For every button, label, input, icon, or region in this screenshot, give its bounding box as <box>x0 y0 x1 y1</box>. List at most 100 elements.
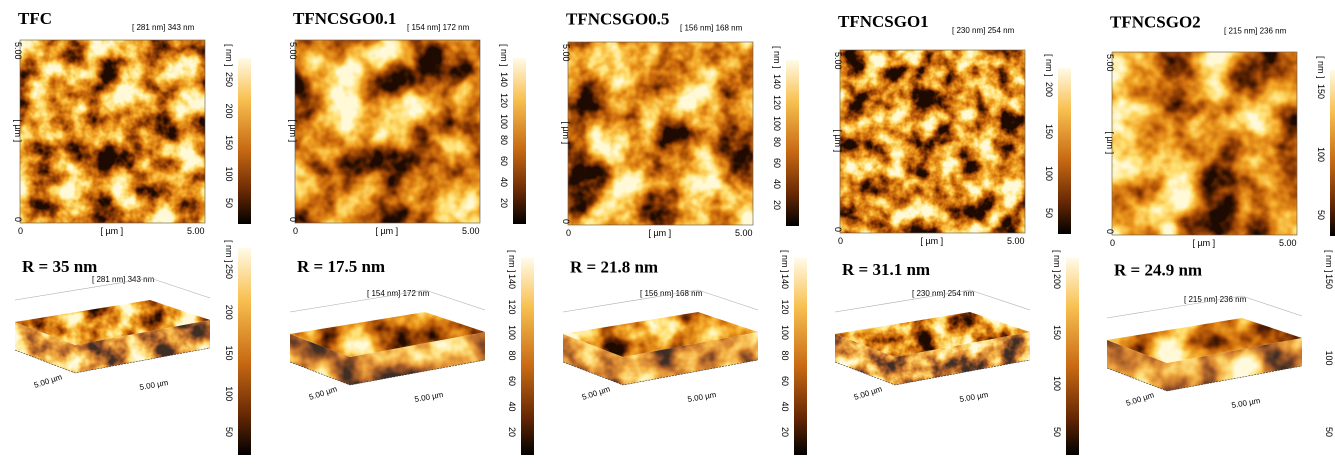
colorbar3d-unit: [ nm ] <box>224 240 234 263</box>
colorbar3d-tick: 100 <box>224 386 234 401</box>
colorbar3d-tick: 40 <box>780 402 790 412</box>
axis-x-zero: 0 <box>566 228 571 238</box>
colorbar3d-tick: 80 <box>780 351 790 361</box>
axis-y-top: 5.00 <box>561 44 571 62</box>
view3d-scale-label: [ 230 nm] 254 nm <box>912 289 975 298</box>
colorbar-tick: 250 <box>224 72 234 87</box>
colorbar3d-tick: 50 <box>224 427 234 437</box>
colorbar-tick: 20 <box>772 200 782 210</box>
colorbar-tick: 60 <box>772 158 782 168</box>
colorbar-3d <box>1066 258 1079 455</box>
panel-title: TFNCSGO1 <box>838 12 929 31</box>
colorbar3d-tick: 150 <box>224 346 234 361</box>
colorbar3d-unit: [ nm ] <box>1324 250 1334 273</box>
colorbar-tick: 100 <box>224 167 234 182</box>
view3d-scale-label: [ 154 nm] 172 nm <box>367 289 430 298</box>
colorbar-tick: 60 <box>499 156 509 166</box>
axis-x-zero: 0 <box>838 236 843 246</box>
scale-label: [ 230 nm] 254 nm <box>952 26 1015 35</box>
colorbar <box>1330 70 1335 236</box>
panel-title: TFNCSGO2 <box>1110 13 1201 32</box>
colorbar-tick: 100 <box>772 116 782 131</box>
colorbar-tick: 50 <box>1316 210 1326 220</box>
colorbar-tick: 150 <box>1316 84 1326 99</box>
colorbar-tick: 80 <box>499 135 509 145</box>
afm-panel: TFC[ 281 nm] 343 nm5.00[ µm ]00[ µm ]5.0… <box>13 9 251 455</box>
axis-x-zero: 0 <box>18 226 23 236</box>
view3d-axis-right: 5.00 µm <box>1231 396 1262 410</box>
colorbar3d-tick: 20 <box>780 427 790 437</box>
scale-label: [ 281 nm] 343 nm <box>132 23 195 32</box>
view3d-axis-left: 5.00 µm <box>853 384 884 402</box>
axis-x-zero: 0 <box>1110 238 1115 248</box>
afm-image <box>1112 52 1297 235</box>
view3d-scale-label: [ 156 nm] 168 nm <box>640 289 703 298</box>
axis-y-unit: [ µm ] <box>833 130 843 153</box>
axis-y-unit: [ µm ] <box>288 120 298 143</box>
colorbar3d-unit: [ nm ] <box>780 250 790 273</box>
scale-label: [ 215 nm] 236 nm <box>1224 27 1287 36</box>
colorbar3d-tick: 100 <box>1052 376 1062 391</box>
afm-panel: TFNCSGO2[ 215 nm] 236 nm5.00[ µm ]00[ µm… <box>1105 13 1335 455</box>
colorbar-tick: 50 <box>1044 208 1054 218</box>
colorbar <box>238 58 251 224</box>
axis-x-unit: [ µm ] <box>376 226 399 236</box>
view3d-axis-left: 5.00 µm <box>308 384 339 402</box>
colorbar-tick: 150 <box>224 135 234 150</box>
colorbar3d-tick: 120 <box>780 300 790 315</box>
roughness: R = 17.5 nm <box>297 257 385 276</box>
axis-x-unit: [ µm ] <box>1193 238 1216 248</box>
axis-y-top: 5.00 <box>833 52 843 70</box>
colorbar-tick: 140 <box>499 72 509 87</box>
colorbar3d-tick: 20 <box>507 427 517 437</box>
colorbar <box>786 60 799 226</box>
colorbar-unit: [ nm ] <box>499 44 509 67</box>
colorbar-3d <box>238 248 251 455</box>
view3d-axis-left: 5.00 µm <box>1125 390 1156 408</box>
colorbar <box>1058 68 1071 234</box>
view3d-axis-right: 5.00 µm <box>139 378 170 392</box>
colorbar-tick: 20 <box>499 198 509 208</box>
roughness: R = 24.9 nm <box>1114 261 1202 280</box>
colorbar-tick: 120 <box>772 95 782 110</box>
axis-x-right: 5.00 <box>187 226 205 236</box>
colorbar3d-tick: 80 <box>507 351 517 361</box>
scale-label: [ 154 nm] 172 nm <box>407 23 470 32</box>
colorbar3d-tick: 60 <box>780 376 790 386</box>
axis-y-zero: 0 <box>288 217 298 222</box>
afm-panel: TFNCSGO0.1[ 154 nm] 172 nm5.00[ µm ]00[ … <box>288 9 534 455</box>
colorbar-tick: 120 <box>499 93 509 108</box>
axis-x-right: 5.00 <box>1007 236 1025 246</box>
colorbar3d-tick: 140 <box>507 274 517 289</box>
view3d-scale-label: [ 215 nm] 236 nm <box>1184 295 1247 304</box>
axis-y-zero: 0 <box>833 227 843 232</box>
axis-x-right: 5.00 <box>735 228 753 238</box>
colorbar3d-tick: 140 <box>780 274 790 289</box>
axis-x-right: 5.00 <box>462 226 480 236</box>
roughness: R = 31.1 nm <box>842 260 930 279</box>
colorbar3d-tick: 250 <box>224 264 234 279</box>
axis-y-top: 5.00 <box>288 42 298 60</box>
colorbar3d-tick: 200 <box>224 305 234 320</box>
panel-title: TFC <box>18 9 52 28</box>
colorbar-3d <box>521 258 534 455</box>
colorbar-tick: 200 <box>1044 82 1054 97</box>
axis-y-zero: 0 <box>561 219 571 224</box>
colorbar-tick: 150 <box>1044 124 1054 139</box>
colorbar3d-tick: 50 <box>1052 427 1062 437</box>
colorbar-tick: 50 <box>224 198 234 208</box>
colorbar-tick: 140 <box>772 74 782 89</box>
colorbar3d-tick: 100 <box>1324 351 1334 366</box>
afm-image <box>20 40 205 223</box>
afm-image <box>840 50 1025 233</box>
colorbar3d-unit: [ nm ] <box>1052 250 1062 273</box>
axis-y-unit: [ µm ] <box>561 122 571 145</box>
afm-panel: TFNCSGO0.5[ 156 nm] 168 nm5.00[ µm ]00[ … <box>561 10 807 455</box>
axis-x-right: 5.00 <box>1279 238 1297 248</box>
colorbar-tick: 100 <box>1316 147 1326 162</box>
axis-x-unit: [ µm ] <box>921 236 944 246</box>
axis-y-top: 5.00 <box>13 42 23 60</box>
colorbar3d-tick: 60 <box>507 376 517 386</box>
panel-title: TFNCSGO0.1 <box>293 9 396 28</box>
axis-x-unit: [ µm ] <box>101 226 124 236</box>
